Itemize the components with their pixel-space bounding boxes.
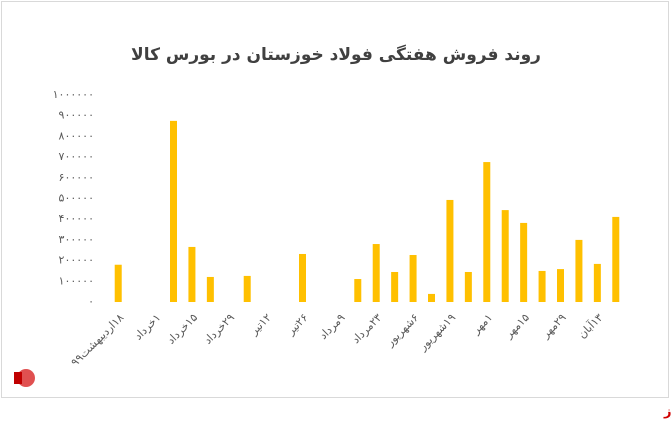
bar bbox=[538, 270, 546, 302]
bar bbox=[391, 271, 399, 302]
y-tick-label: ۱۰۰۰۰۰ bbox=[59, 274, 94, 287]
y-tick-label: ۲۰۰۰۰۰ bbox=[59, 254, 94, 267]
y-tick-label: ۰ bbox=[88, 295, 94, 308]
bar bbox=[428, 293, 435, 302]
bar bbox=[299, 253, 306, 302]
y-tick-label: ۵۰۰۰۰۰ bbox=[59, 192, 94, 205]
bar bbox=[114, 264, 122, 302]
bar bbox=[520, 222, 528, 302]
bar bbox=[483, 162, 491, 302]
bar bbox=[372, 244, 380, 302]
bar bbox=[188, 246, 196, 302]
bar bbox=[409, 255, 417, 302]
y-tick-label: ۶۰۰۰۰۰ bbox=[59, 171, 94, 184]
y-tick-label: ۳۰۰۰۰۰ bbox=[59, 233, 94, 246]
y-tick-label: ۷۰۰۰۰۰ bbox=[59, 150, 94, 163]
y-tick-label: ۱۰۰۰۰۰۰ bbox=[53, 88, 94, 101]
bar bbox=[243, 275, 251, 302]
chart-title: روند فروش هفتگی فولاد خوزستان در بورس کا… bbox=[131, 44, 541, 65]
logo bbox=[14, 369, 35, 387]
bar bbox=[206, 276, 214, 302]
bar bbox=[501, 210, 509, 302]
bar bbox=[612, 216, 620, 302]
bar bbox=[557, 269, 564, 302]
bar bbox=[170, 120, 177, 302]
y-tick-label: ۸۰۰۰۰۰ bbox=[59, 129, 94, 142]
bar bbox=[593, 263, 601, 302]
y-tick-label: ۴۰۰۰۰۰ bbox=[59, 212, 94, 225]
source: بورس نیوز bbox=[663, 405, 671, 420]
bar bbox=[464, 271, 472, 302]
bar bbox=[354, 279, 362, 302]
y-tick-label: ۹۰۰۰۰۰ bbox=[59, 109, 94, 122]
chart-frame bbox=[1, 1, 669, 398]
bar bbox=[575, 239, 583, 302]
bar bbox=[446, 199, 454, 302]
